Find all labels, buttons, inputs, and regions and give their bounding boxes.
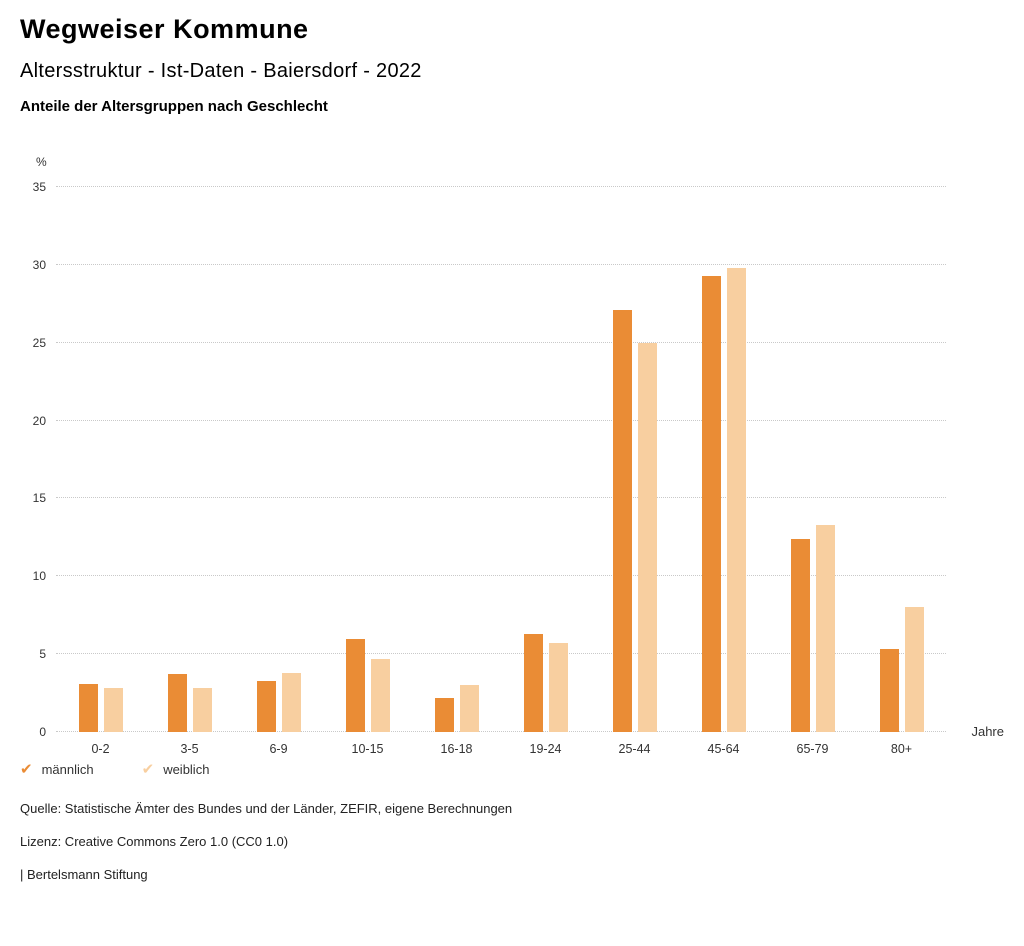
- legend-item-weiblich[interactable]: ✔ weiblich: [142, 762, 210, 777]
- attribution-text: | Bertelsmann Stiftung: [20, 867, 148, 882]
- bar-männlich-6-9[interactable]: [256, 680, 276, 732]
- x-tick-label-0-2: 0-2: [91, 742, 110, 756]
- gridline-0: 0: [39, 725, 946, 739]
- bar-männlich-45-64[interactable]: [701, 275, 721, 732]
- bar-männlich-3-5[interactable]: [167, 674, 187, 732]
- bar-weiblich-10-15[interactable]: [370, 658, 390, 732]
- y-tick-label-20: 20: [32, 413, 46, 428]
- source-text: Quelle: Statistische Ämter des Bundes un…: [20, 801, 513, 816]
- x-tick-label-80+: 80+: [890, 742, 913, 756]
- y-tick-label-15: 15: [32, 491, 46, 506]
- y-tick-label-5: 5: [39, 647, 46, 662]
- bar-group-6-9: 6-9: [234, 187, 323, 756]
- x-tick-label-25-44: 25-44: [618, 742, 651, 756]
- bar-group-45-64: 45-64: [679, 187, 768, 756]
- plot-area: 0 5 10 15 20 25 30 35 0-2 3-5 6-9 10-15 16-18 19-24 25…: [33, 180, 946, 756]
- bar-group-0-2: 0-2: [56, 187, 145, 756]
- gridline-30: 30: [33, 258, 946, 272]
- bar-weiblich-16-18[interactable]: [459, 685, 479, 732]
- y-tick-label-35: 35: [32, 180, 46, 194]
- bar-weiblich-6-9[interactable]: [281, 672, 301, 732]
- x-tick-label-16-18: 16-18: [440, 742, 473, 756]
- gridline-5: 5: [39, 647, 946, 661]
- gridline-15: 15: [33, 491, 946, 505]
- bar-group-16-18: 16-18: [412, 187, 501, 756]
- x-axis-unit-label: Jahre: [971, 724, 1004, 739]
- bar-weiblich-25-44[interactable]: [637, 342, 657, 732]
- x-tick-label-65-79: 65-79: [796, 742, 829, 756]
- bar-group-80+: 80+: [857, 187, 946, 756]
- bar-weiblich-80+[interactable]: [904, 607, 924, 732]
- x-tick-label-19-24: 19-24: [529, 742, 562, 756]
- gridline-25: 25: [33, 336, 946, 350]
- bar-männlich-0-2[interactable]: [78, 683, 98, 732]
- x-tick-label-3-5: 3-5: [180, 742, 199, 756]
- bar-weiblich-45-64[interactable]: [726, 267, 746, 732]
- y-tick-label-30: 30: [32, 257, 46, 272]
- gridline-20: 20: [33, 414, 946, 428]
- y-tick-label-25: 25: [32, 335, 46, 350]
- bar-männlich-10-15[interactable]: [345, 638, 365, 732]
- page-subtitle: Altersstruktur - Ist-Daten - Baiersdorf …: [20, 60, 422, 82]
- bar-männlich-80+[interactable]: [879, 649, 899, 732]
- gridline-35: 35: [33, 180, 946, 194]
- y-axis-unit-label: %: [36, 155, 47, 169]
- chart-heading: Anteile der Altersgruppen nach Geschlech…: [20, 98, 328, 115]
- bar-männlich-65-79[interactable]: [790, 538, 810, 732]
- footer: Quelle: Statistische Ämter des Bundes un…: [20, 801, 1004, 882]
- y-tick-label-0: 0: [39, 725, 46, 739]
- legend-label-maennlich: männlich: [41, 762, 94, 777]
- bar-groups: 0-2 3-5 6-9 10-15 16-18 19-24 25-44 45-64 65-79 8…: [56, 187, 946, 756]
- bar-group-3-5: 3-5: [145, 187, 234, 756]
- bar-männlich-19-24[interactable]: [523, 633, 543, 732]
- check-icon: ✔: [20, 761, 33, 778]
- legend-item-maennlich[interactable]: ✔ männlich: [20, 762, 94, 777]
- x-tick-label-6-9: 6-9: [269, 742, 288, 756]
- page: Wegweiser Kommune Altersstruktur - Ist-D…: [20, 14, 1004, 882]
- bar-weiblich-3-5[interactable]: [192, 688, 212, 732]
- bar-männlich-25-44[interactable]: [612, 310, 632, 732]
- page-title: Wegweiser Kommune: [20, 14, 309, 44]
- bar-weiblich-65-79[interactable]: [815, 524, 835, 732]
- bar-group-19-24: 19-24: [501, 187, 590, 756]
- x-tick-label-45-64: 45-64: [707, 742, 740, 756]
- bar-group-65-79: 65-79: [768, 187, 857, 756]
- bar-group-10-15: 10-15: [323, 187, 412, 756]
- bar-group-25-44: 25-44: [590, 187, 679, 756]
- legend: ✔ männlich ✔ weiblich: [20, 762, 1004, 777]
- legend-label-weiblich: weiblich: [163, 762, 210, 777]
- bar-männlich-16-18[interactable]: [434, 697, 454, 732]
- y-tick-label-10: 10: [32, 569, 46, 584]
- x-tick-label-10-15: 10-15: [351, 742, 384, 756]
- bar-weiblich-0-2[interactable]: [103, 688, 123, 732]
- license-text: Lizenz: Creative Commons Zero 1.0 (CC0 1…: [20, 834, 289, 849]
- bar-weiblich-19-24[interactable]: [548, 643, 568, 732]
- check-icon: ✔: [141, 761, 155, 778]
- gridline-10: 10: [33, 569, 946, 583]
- age-structure-chart: % 0 5 10 15 20 25 30 35 0-2 3-5 6-9 10-15 16-18 19-24…: [20, 155, 1004, 756]
